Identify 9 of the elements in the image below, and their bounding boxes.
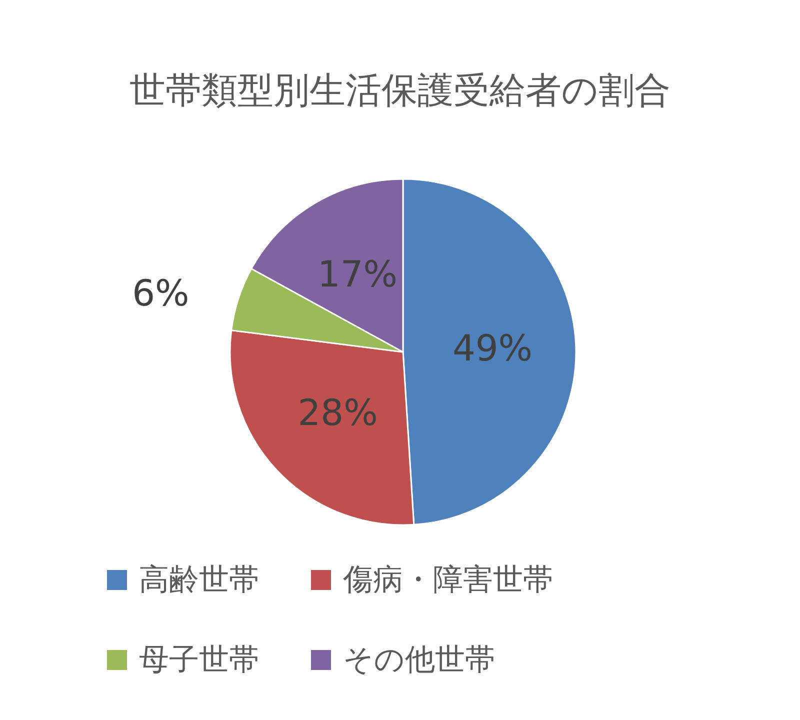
- data-label: 49%: [452, 328, 532, 370]
- legend-label: その他世帯: [343, 642, 495, 678]
- legend-label: 高齢世帯: [139, 562, 259, 598]
- data-label: 28%: [298, 392, 378, 434]
- data-label: 17%: [317, 254, 398, 296]
- legend-label: 母子世帯: [139, 642, 259, 678]
- data-label: 6%: [132, 273, 190, 314]
- chart-title: 世帯類型別生活保護受給者の割合: [130, 70, 670, 112]
- legend-label: 傷病・障害世帯: [342, 562, 553, 598]
